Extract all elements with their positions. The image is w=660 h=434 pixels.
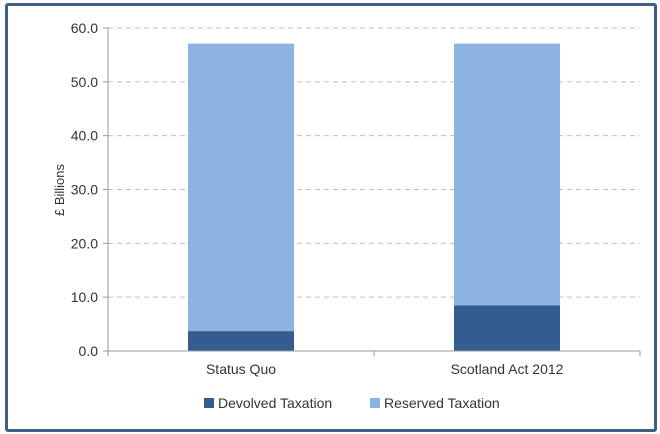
x-tick-label: Scotland Act 2012 (451, 361, 564, 377)
legend-label: Reserved Taxation (384, 395, 500, 411)
y-tick-label: 10.0 (71, 289, 98, 305)
bar-devolved-taxation (188, 331, 294, 351)
bar-reserved-taxation (188, 43, 294, 332)
y-tick-label: 30.0 (71, 182, 98, 198)
y-tick-label: 20.0 (71, 235, 98, 251)
legend-swatch (370, 398, 380, 408)
legend-swatch (204, 398, 214, 408)
y-tick-label: 50.0 (71, 74, 98, 90)
legend-label: Devolved Taxation (218, 395, 332, 411)
y-tick-label: 40.0 (71, 128, 98, 144)
y-tick-label: 60.0 (71, 20, 98, 36)
x-tick-label: Status Quo (206, 361, 276, 377)
y-axis-label: £ Billions (52, 163, 67, 216)
bar-reserved-taxation (454, 43, 560, 306)
bar-devolved-taxation (454, 305, 560, 351)
y-tick-label: 0.0 (79, 343, 99, 359)
